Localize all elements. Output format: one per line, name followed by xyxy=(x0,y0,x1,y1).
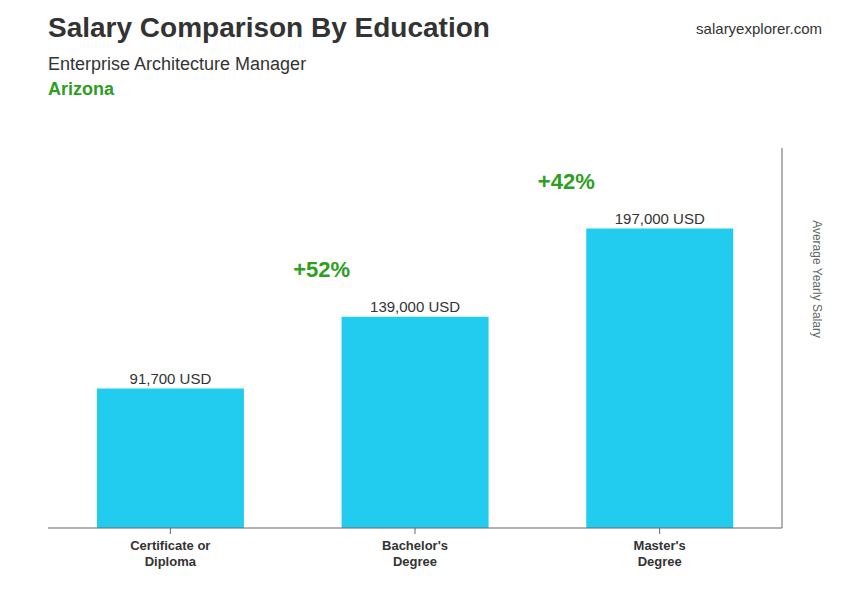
html-text:Arizona: Arizona xyxy=(48,79,114,99)
svg-text:197,000 USD: 197,000 USD xyxy=(615,210,705,227)
svg-text:Bachelor'sDegree: Bachelor'sDegree xyxy=(382,538,448,569)
svg-text:Certificate orDiploma: Certificate orDiploma xyxy=(130,538,210,569)
html-text:Enterprise Architecture Manage: Enterprise Architecture Manager xyxy=(48,54,307,74)
svg-text:Master'sDegree: Master'sDegree xyxy=(634,538,686,569)
html-text:Salary Comparison By Education: Salary Comparison By Education xyxy=(48,12,490,43)
svg-text:Average Yearly Salary: Average Yearly Salary xyxy=(810,220,824,338)
svg-text:91,700 USD: 91,700 USD xyxy=(130,370,212,387)
svg-text:+42%: +42% xyxy=(538,169,595,194)
svg-text:139,000 USD: 139,000 USD xyxy=(370,298,460,315)
html-text:salaryexplorer.com: salaryexplorer.com xyxy=(696,20,822,37)
svg-text:+52%: +52% xyxy=(293,257,350,282)
